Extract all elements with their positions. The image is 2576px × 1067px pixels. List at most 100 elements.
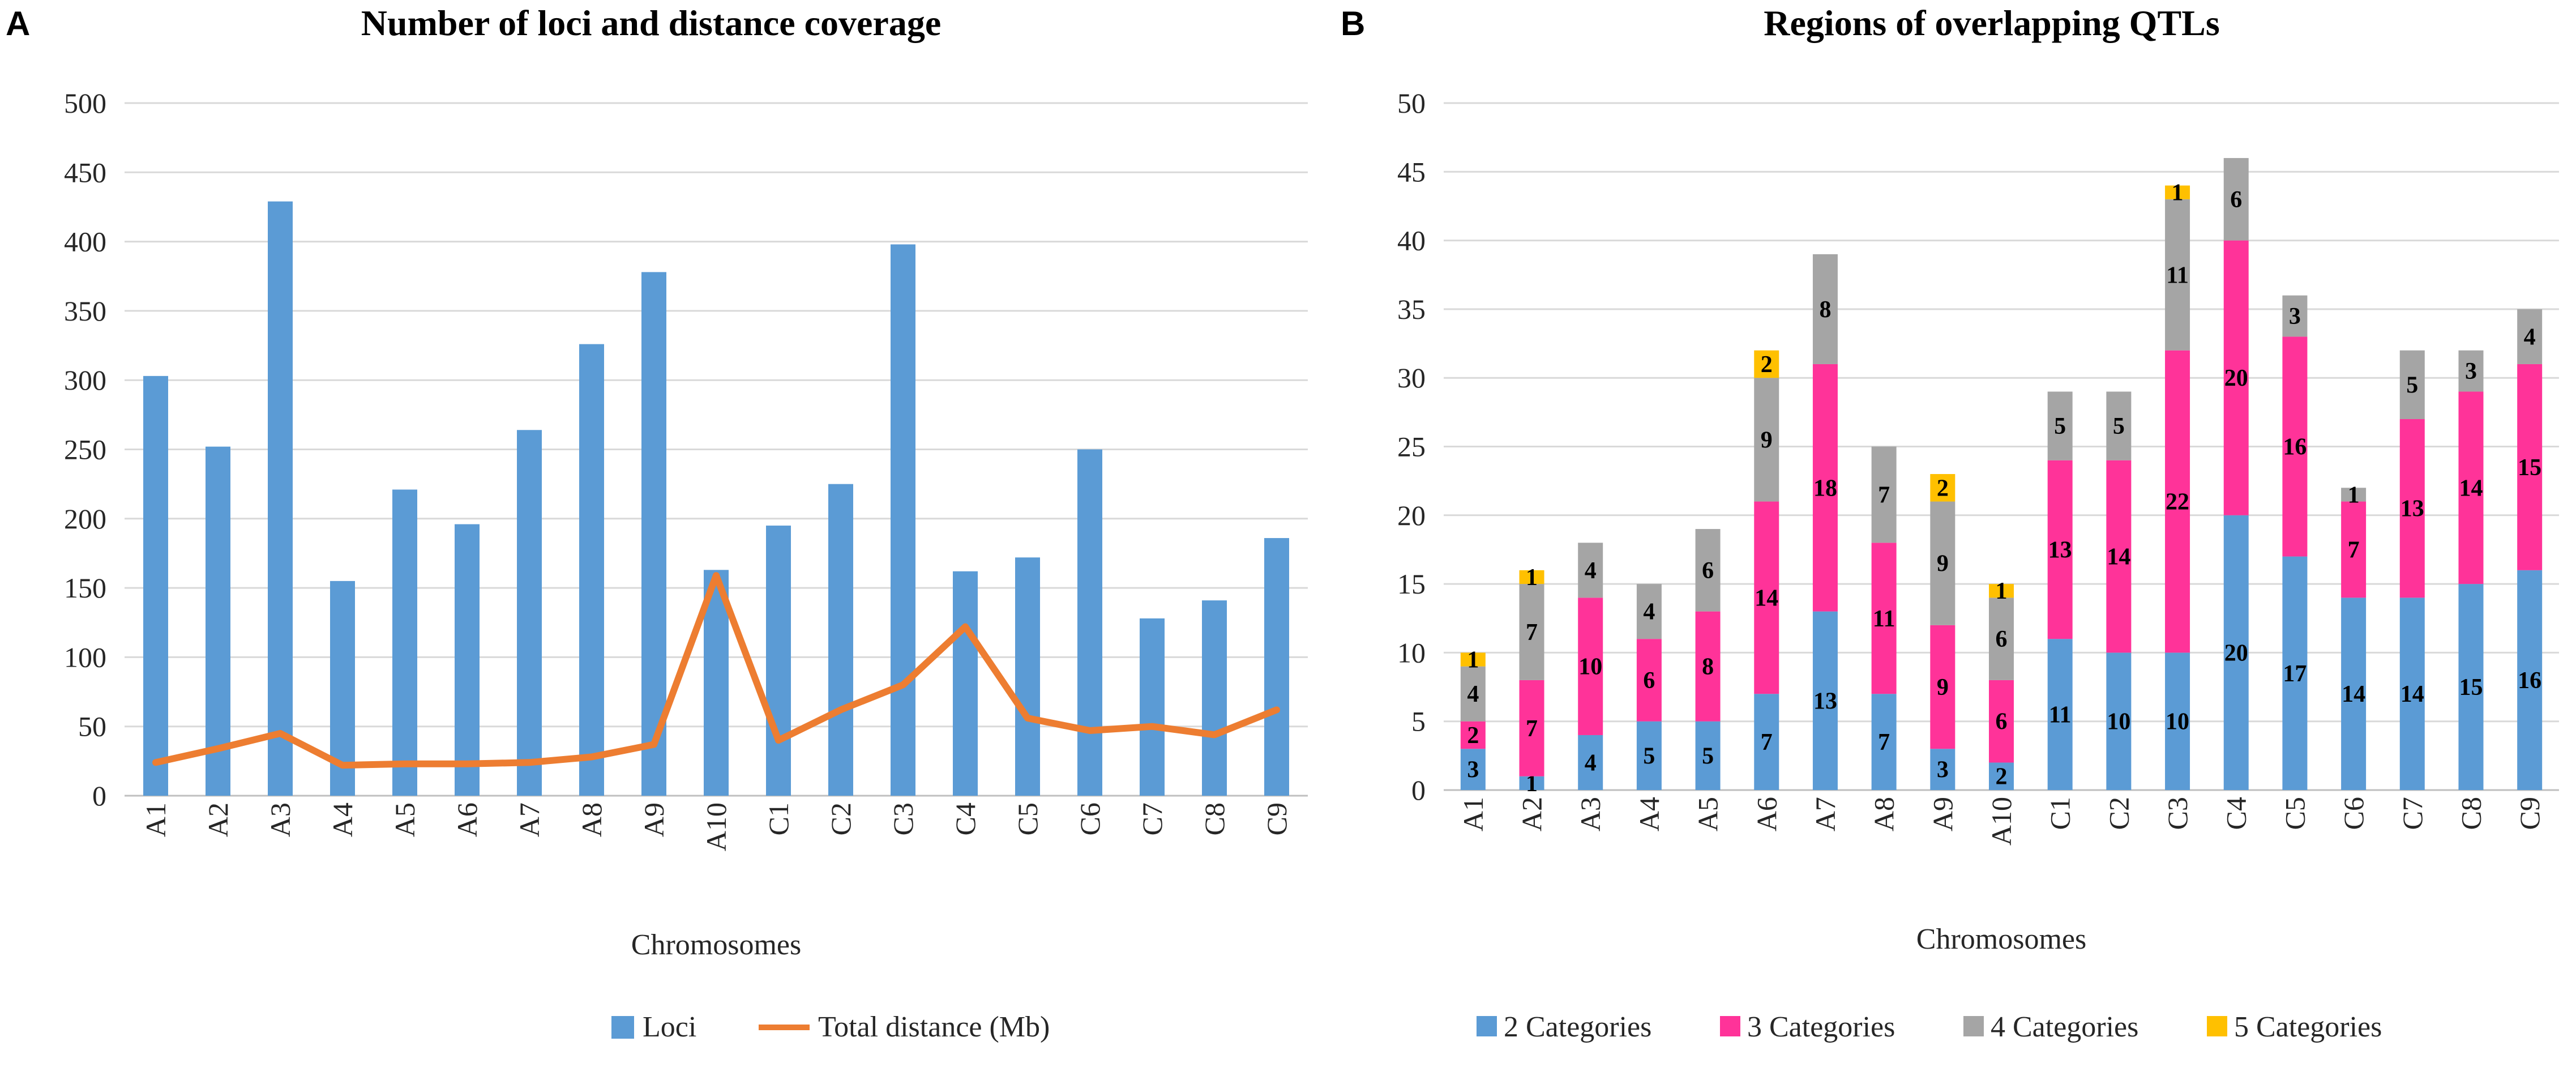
y-tick-label: 15 — [1397, 568, 1426, 600]
y-tick-label: 150 — [64, 572, 106, 604]
bar-seg-C2-s4 — [2106, 391, 2132, 460]
chart-panel-b: B Regions of overlapping QTLs051015202530… — [1341, 3, 2559, 1043]
data-label: 4 — [1643, 599, 1655, 625]
bar-seg-C7-s2 — [2399, 597, 2425, 790]
x-tick-label: A9 — [638, 803, 670, 837]
data-label: 13 — [1813, 688, 1837, 714]
data-label: 7 — [1526, 716, 1538, 742]
x-tick-label: A9 — [1927, 797, 1958, 831]
bar-seg-A10-s2 — [1989, 762, 2014, 790]
y-tick-label: 450 — [64, 156, 106, 188]
bar-loci-A8 — [579, 344, 604, 796]
legend-label-2-categories: 2 Categories — [1504, 1011, 1651, 1043]
bar-seg-C4-s4 — [2223, 158, 2249, 241]
data-label: 1 — [1996, 578, 2008, 604]
bar-loci-A3 — [268, 201, 293, 796]
bar-loci-A1 — [143, 375, 168, 796]
data-label: 16 — [2283, 434, 2307, 460]
bar-seg-A6-s5 — [1754, 350, 1779, 378]
legend-swatch-4-categories — [1963, 1016, 1984, 1036]
bar-loci-A5 — [392, 489, 417, 796]
x-tick-label: A5 — [389, 803, 421, 837]
bar-seg-A4-s2 — [1636, 721, 1662, 790]
x-tick-label: A7 — [514, 803, 545, 837]
legend-swatch-3-categories — [1720, 1016, 1740, 1036]
legend: 2 Categories 3 Categories 4 Categories 5 Ca… — [1477, 1011, 2382, 1043]
bar-loci-A6 — [455, 524, 480, 796]
bar-seg-A5-s2 — [1695, 721, 1721, 790]
y-tick-label: 35 — [1397, 293, 1426, 325]
legend-swatch-2-categories — [1477, 1016, 1497, 1036]
data-label: 3 — [2289, 304, 2301, 330]
data-label: 15 — [2518, 455, 2541, 481]
x-tick-label: C1 — [2044, 797, 2076, 830]
x-tick-label: C3 — [887, 803, 919, 835]
x-tick-label: C6 — [2338, 797, 2369, 830]
x-tick-label: A2 — [1516, 797, 1548, 831]
x-tick-label: A8 — [576, 803, 607, 837]
bar-seg-A3-s4 — [1578, 543, 1603, 598]
bar-loci-C5 — [1015, 557, 1040, 796]
data-label: 6 — [1996, 709, 2008, 735]
y-tick-label: 0 — [1411, 774, 1426, 806]
data-label: 2 — [1761, 352, 1773, 378]
bar-seg-C3-s3 — [2165, 350, 2190, 653]
y-tick-label: 0 — [92, 780, 106, 812]
x-tick-label: C9 — [2514, 797, 2545, 830]
y-tick-label: 500 — [64, 87, 106, 119]
data-label: 4 — [1585, 558, 1597, 584]
data-label: 1 — [1526, 771, 1538, 797]
bar-loci-A9 — [641, 272, 666, 796]
data-label: 5 — [1702, 743, 1714, 769]
data-label: 11 — [1873, 606, 1895, 632]
bar-seg-C1-s2 — [2047, 639, 2073, 790]
data-label: 7 — [1761, 729, 1773, 756]
x-axis-title: Chromosomes — [1916, 923, 2086, 955]
data-label: 20 — [2224, 640, 2248, 666]
bar-seg-A8-s3 — [1871, 543, 1897, 694]
bar-seg-A3-s3 — [1578, 597, 1603, 735]
x-tick-label: C2 — [825, 803, 857, 835]
bar-loci-C8 — [1202, 600, 1227, 796]
data-label: 13 — [2400, 496, 2424, 522]
legend-swatch-5-categories — [2207, 1016, 2227, 1036]
data-label: 4 — [1467, 681, 1479, 707]
bar-loci-C9 — [1264, 538, 1289, 796]
bar-seg-A10-s4 — [1989, 597, 2014, 680]
x-axis-title: Chromosomes — [631, 929, 801, 961]
data-label: 2 — [1467, 723, 1479, 749]
chart-panel-a: A Number of loci and distance coverage 0 50… — [6, 3, 1308, 1043]
x-tick-label: A7 — [1809, 797, 1841, 831]
x-tick-label: A8 — [1868, 797, 1900, 831]
data-label: 6 — [2230, 187, 2242, 213]
data-label: 7 — [1526, 620, 1538, 646]
y-tick-label: 50 — [1397, 87, 1426, 119]
bar-loci-C6 — [1077, 449, 1102, 796]
bar-seg-C9-s2 — [2517, 570, 2543, 790]
bar-seg-C4-s2 — [2223, 515, 2249, 790]
data-label: 18 — [1813, 475, 1837, 501]
bar-seg-A9-s5 — [1930, 474, 1955, 502]
y-tick-label: 350 — [64, 295, 106, 327]
bar-loci-A2 — [206, 446, 230, 796]
bar-seg-A9-s4 — [1930, 501, 1955, 625]
data-label: 6 — [1643, 668, 1655, 694]
bar-seg-A2-s4 — [1519, 584, 1544, 680]
legend-swatch-loci — [611, 1016, 634, 1039]
bar-seg-A7-s4 — [1812, 254, 1838, 364]
bar-seg-A8-s2 — [1871, 694, 1897, 790]
data-label: 9 — [1937, 675, 1949, 701]
data-label: 6 — [1702, 558, 1714, 584]
x-tick-label: C7 — [2397, 797, 2428, 830]
data-label: 7 — [2348, 537, 2360, 563]
data-label: 3 — [2465, 358, 2477, 385]
x-tick-label: A4 — [327, 803, 358, 837]
y-tick-label: 20 — [1397, 500, 1426, 531]
bar-seg-A10-s3 — [1989, 680, 2014, 763]
bar-seg-C1-s3 — [2047, 460, 2073, 639]
data-label: 5 — [2054, 413, 2066, 439]
y-tick-label: 45 — [1397, 156, 1426, 187]
data-label: 7 — [1878, 729, 1890, 756]
data-label: 22 — [2166, 489, 2189, 515]
legend-label-5-categories: 5 Categories — [2234, 1011, 2382, 1043]
